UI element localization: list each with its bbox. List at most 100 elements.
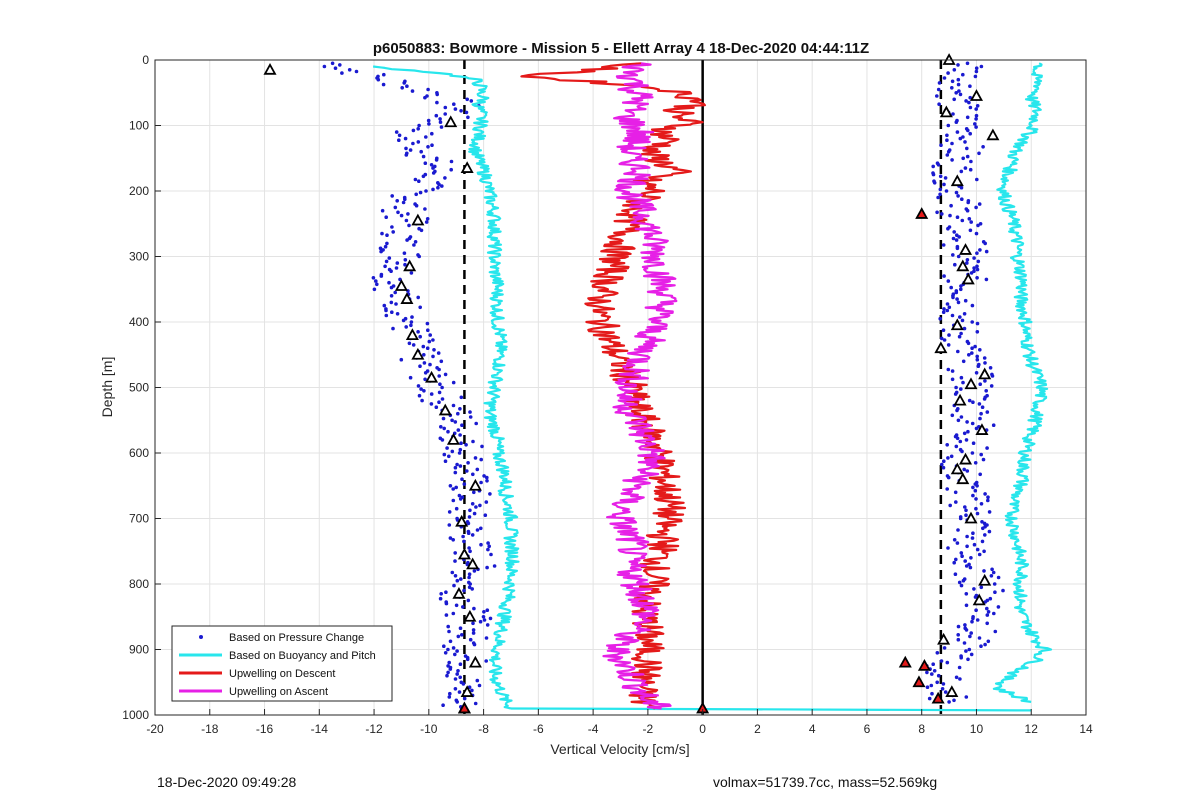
x-axis-label: Vertical Velocity [cm/s] [550,741,689,757]
pressure-point [460,477,464,482]
pressure-point [940,462,944,467]
pressure-point [479,457,484,462]
black-triangle-marker [958,243,973,255]
pressure-point [443,176,447,180]
black-triangle-marker [986,128,1000,141]
pressure-point [456,428,461,432]
x-tick-label: 0 [699,722,706,736]
pressure-point [455,649,459,653]
pressure-point [468,410,472,414]
pressure-point [974,426,979,431]
pressure-point [968,167,973,172]
pressure-point [462,696,467,701]
legend-box [171,625,393,702]
pressure-point [448,536,453,540]
pressure-point [408,148,413,152]
pressure-point [963,559,967,563]
pressure-point [417,254,422,259]
pressure-point [978,222,983,226]
pressure-point [938,174,943,179]
pressure-point [940,212,944,216]
pressure-point [478,503,482,508]
pressure-point [479,480,483,485]
black-triangle-marker [937,632,951,645]
pressure-point [974,113,979,118]
pressure-point [485,565,489,570]
pressure-point [952,560,956,565]
pressure-point [435,100,439,105]
pressure-point [468,415,473,419]
pressure-point [959,169,964,174]
pressure-point [942,338,947,342]
pressure-point [963,298,968,303]
pressure-point [961,380,965,385]
pressure-point [455,700,460,704]
pressure-point [954,238,959,242]
pressure-point [938,316,942,321]
pressure-point [968,634,972,639]
pressure-point [964,603,969,608]
pressure-point [968,95,972,100]
pressure-point [959,551,964,555]
pressure-point [975,321,980,326]
pressure-point [413,177,418,182]
pressure-point [976,364,981,369]
pressure-point [945,302,950,306]
pressure-point [954,444,959,449]
pressure-point [477,683,482,688]
pressure-point [330,61,335,66]
black-triangle-marker [463,609,477,622]
pressure-point [418,364,422,369]
pressure-point [1001,588,1005,593]
pressure-point [978,248,982,252]
pressure-point [971,485,975,490]
pressure-point [322,64,327,69]
pressure-point [968,105,973,110]
legend-label: Based on Buoyancy and Pitch [229,650,376,662]
pressure-point [394,266,399,270]
pressure-point [466,598,471,603]
pressure-point [932,669,937,673]
pressure-point [453,107,458,111]
pressure-point [946,123,951,128]
pressure-point [941,328,946,333]
legend-label: Based on Pressure Change [229,632,364,644]
pressure-point [389,285,394,290]
pressure-point [430,131,434,136]
y-tick-label: 100 [129,119,149,133]
pressure-point [376,77,381,82]
pressure-point [431,166,435,170]
pressure-point [988,596,993,601]
pressure-point [492,564,497,568]
pressure-point [976,259,981,264]
pressure-point [978,382,982,387]
pressure-point [949,203,953,208]
pressure-point [409,271,414,275]
pressure-point [966,128,970,133]
pressure-point [399,213,404,218]
pressure-point [996,605,1001,609]
pressure-point [473,456,478,460]
pressure-point [468,549,472,554]
pressure-point [970,451,975,455]
pressure-point [945,443,949,447]
pressure-point [954,385,958,390]
pressure-point [941,243,946,247]
pressure-point [956,77,961,82]
pressure-point [354,69,359,74]
pressure-point [441,703,445,707]
pressure-point [389,269,393,274]
pressure-point [973,461,978,465]
pressure-point [384,215,389,219]
pressure-point [946,367,951,372]
pressure-point [954,91,958,95]
series-line [602,62,678,710]
pressure-point [979,585,984,590]
pressure-point [338,63,342,67]
pressure-point [437,367,441,372]
pressure-point [941,682,946,686]
pressure-point [453,574,458,578]
pressure-point [975,618,980,622]
pressure-point [982,356,987,360]
pressure-point [986,610,991,614]
